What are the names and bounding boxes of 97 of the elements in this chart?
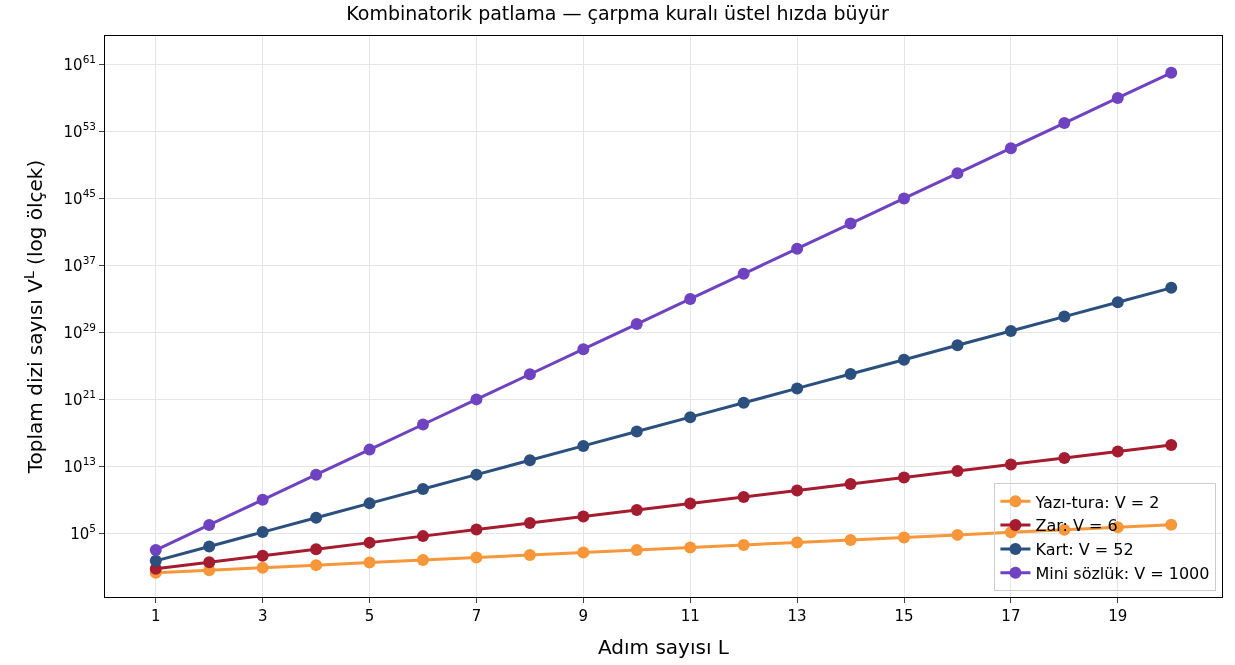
point [844, 477, 857, 490]
point [737, 538, 750, 551]
legend-label: Mini sözlük: V = 1000 [1035, 563, 1210, 583]
point [523, 454, 536, 467]
chart-title: Kombinatorik patlama — çarpma kuralı üstel hızda büyür [346, 1, 889, 24]
point [684, 541, 697, 554]
point [791, 382, 804, 395]
x-tick-label: 9 [578, 607, 589, 625]
point [577, 510, 590, 523]
point [898, 353, 910, 366]
point [844, 533, 857, 546]
point [310, 511, 323, 524]
point [363, 536, 376, 549]
point [256, 493, 269, 506]
point [1165, 518, 1178, 531]
point [577, 343, 590, 356]
point [523, 368, 536, 381]
point [149, 544, 162, 557]
y-tick-label: 10$^{53}$ [63, 120, 96, 141]
point [1165, 438, 1178, 451]
point [1111, 296, 1124, 309]
point [417, 530, 429, 543]
y-tick-label: 10$^{21}$ [63, 388, 96, 409]
y-tick-label: 10$^{45}$ [63, 187, 96, 208]
y-tick-label: 10$^{37}$ [63, 254, 96, 275]
point [737, 267, 750, 280]
point [203, 556, 216, 569]
point [417, 418, 429, 431]
point [898, 192, 910, 205]
point [1058, 117, 1071, 130]
legend-label: Yazı-tura: V = 2 [1034, 492, 1160, 512]
legend-label: Kart: V = 52 [1035, 540, 1134, 560]
point [630, 504, 643, 517]
y-tick-label: 10$^{13}$ [63, 455, 96, 476]
point [1058, 310, 1071, 323]
point [951, 339, 964, 352]
point [577, 546, 590, 559]
point [1058, 451, 1071, 464]
point [363, 443, 376, 456]
point [363, 556, 376, 569]
y-tick-label: 10$^{5}$ [70, 522, 96, 543]
point [256, 526, 269, 539]
point [791, 536, 804, 549]
point [737, 491, 750, 504]
point [1004, 142, 1017, 155]
point [310, 468, 323, 481]
point [256, 549, 269, 562]
y-tick-label: 10$^{61}$ [63, 53, 96, 74]
point [1111, 445, 1124, 458]
y-tick-label: 10$^{29}$ [63, 321, 96, 342]
point [898, 471, 910, 484]
point [417, 554, 429, 567]
x-tick-label: 13 [787, 607, 807, 625]
point [684, 292, 697, 305]
point [470, 523, 483, 536]
point [310, 543, 323, 556]
point [523, 549, 536, 562]
x-tick-label: 7 [471, 607, 482, 625]
x-tick-label: 1 [151, 607, 161, 625]
point [791, 484, 804, 497]
point [684, 497, 697, 510]
point [523, 517, 536, 530]
point [470, 393, 483, 406]
x-tick-label: 15 [894, 607, 914, 625]
point [203, 518, 216, 531]
point [417, 483, 429, 495]
point [791, 242, 804, 255]
point [470, 551, 483, 564]
x-tick-label: 19 [1108, 607, 1128, 625]
x-tick-label: 5 [364, 607, 375, 625]
point [630, 425, 643, 438]
point [256, 561, 269, 574]
point [898, 531, 910, 544]
point [1004, 458, 1017, 471]
point [630, 318, 643, 331]
point [630, 544, 643, 556]
x-tick-label: 11 [680, 607, 700, 625]
point [1165, 281, 1178, 294]
point [203, 540, 216, 553]
point [310, 559, 323, 572]
x-tick-label: 3 [257, 607, 268, 625]
point [149, 554, 162, 567]
x-axis-title: Adım sayısı L [598, 634, 730, 659]
point [951, 464, 964, 477]
point [1004, 324, 1017, 337]
point [1165, 66, 1178, 79]
point [684, 411, 697, 424]
point [470, 468, 483, 481]
point [844, 217, 857, 230]
x-tick-label: 17 [1001, 607, 1021, 625]
point [844, 368, 857, 381]
point [737, 396, 750, 409]
point [577, 439, 590, 452]
point [951, 167, 964, 180]
point [951, 528, 964, 541]
point [1111, 91, 1124, 104]
point [363, 497, 376, 510]
